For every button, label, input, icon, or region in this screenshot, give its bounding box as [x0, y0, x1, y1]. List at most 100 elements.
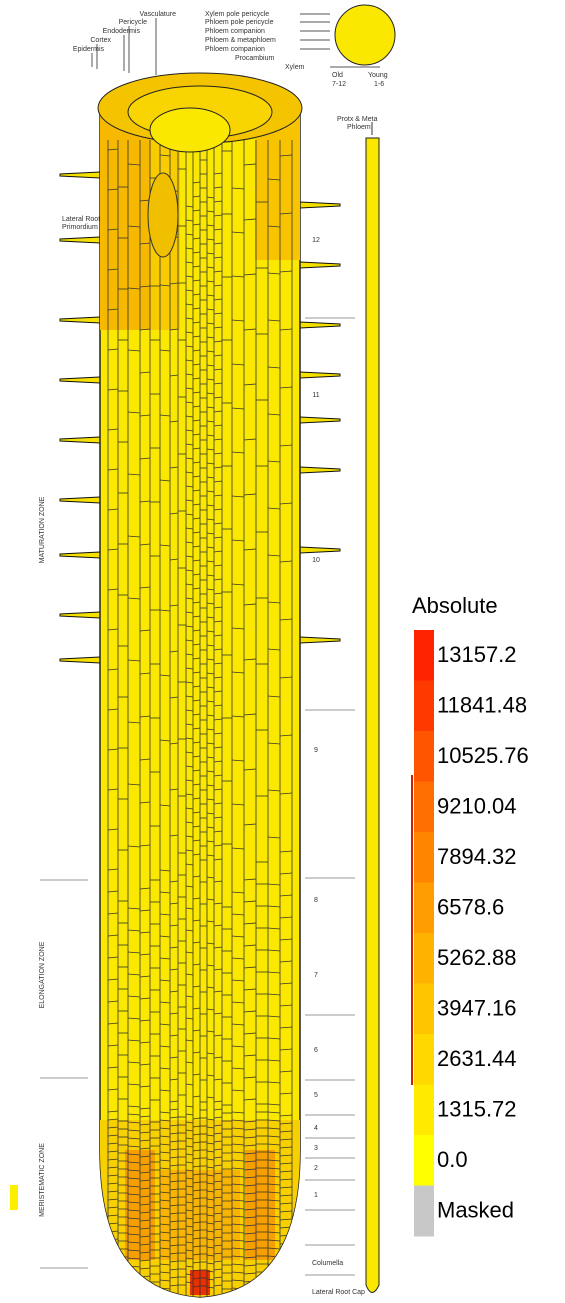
label: Phloem & metaphloem [205, 37, 276, 44]
cell-wall [280, 1275, 292, 1276]
label: Cortex [90, 37, 111, 44]
cell-wall [108, 1247, 118, 1248]
phloem-strip [366, 138, 379, 1293]
root-hair [300, 637, 340, 643]
root-hair [60, 377, 100, 383]
legend-label: 0.0 [437, 1147, 468, 1172]
legend: Absolute 13157.2 11841.48 10525.76 9210.04 78… [412, 593, 529, 1237]
root-diagram: VasculaturePericycleEndodermisCortexEpid… [0, 0, 565, 1303]
label: 7 [314, 972, 318, 979]
efp-view: VasculaturePericycleEndodermisCortexEpid… [0, 0, 565, 1303]
cell-wall [108, 1271, 118, 1272]
cell-wall [268, 1272, 280, 1273]
label: 5 [314, 1092, 318, 1099]
legend-swatch [414, 933, 434, 984]
cell-wall [128, 1282, 140, 1283]
cell-wall [280, 1283, 292, 1284]
label: Phloem pole pericycle [205, 19, 274, 26]
legend-title: Absolute [412, 593, 498, 618]
label: ELONGATION ZONE [39, 941, 46, 1008]
label: MERISTEMATIC ZONE [39, 1143, 46, 1217]
label: Endodermis [103, 28, 141, 35]
root-hair [300, 322, 340, 328]
root-hair [60, 172, 100, 178]
label: 4 [314, 1125, 318, 1132]
label: 12 [312, 237, 320, 244]
label: Phloem companion [205, 28, 265, 35]
label: 1-6 [374, 81, 384, 88]
legend-swatch [414, 832, 434, 883]
root-hair [60, 657, 100, 663]
label: Epidermis [73, 46, 105, 53]
cell-wall [108, 1255, 118, 1256]
stele-cross-section [335, 5, 395, 65]
cell-wall [108, 1263, 118, 1264]
label: Young [368, 72, 388, 79]
label: MATURATION ZONE [39, 496, 46, 563]
root-hair [60, 437, 100, 443]
label: 10 [312, 557, 320, 564]
cell-wall [280, 1267, 292, 1268]
label: Procambium [235, 55, 274, 62]
label: 2 [314, 1165, 318, 1172]
root-hair [60, 237, 100, 243]
label: 6 [314, 1047, 318, 1054]
cell-wall [108, 1279, 118, 1280]
label: Primordium [62, 224, 98, 231]
legend-swatch [414, 984, 434, 1035]
cell-wall [108, 1287, 118, 1288]
root-hair [300, 547, 340, 553]
root-hair [300, 202, 340, 208]
lateral-root-primordium [148, 173, 178, 257]
label: Xylem [285, 64, 305, 71]
cell-wall [268, 1288, 280, 1289]
legend-swatch [414, 883, 434, 934]
legend-swatch [414, 1186, 434, 1237]
cell-wall [128, 1274, 140, 1275]
legend-swatch [414, 782, 434, 833]
legend-label: 2631.44 [437, 1046, 517, 1071]
legend-swatch [414, 681, 434, 732]
legend-label: 5262.88 [437, 945, 517, 970]
label: 1 [314, 1192, 318, 1199]
label: 3 [314, 1145, 318, 1152]
legend-swatch [414, 1135, 434, 1186]
legend-swatch [414, 1085, 434, 1136]
label: Phloem [347, 124, 371, 131]
root-hair [60, 497, 100, 503]
legend-label: Masked [437, 1197, 514, 1222]
legend-swatch [414, 1034, 434, 1085]
label: Old [332, 72, 343, 79]
cell-wall [140, 1284, 150, 1285]
cell-wall [280, 1259, 292, 1260]
root-hair [60, 552, 100, 558]
label: 11 [312, 392, 319, 399]
legend-label: 3947.16 [437, 995, 517, 1020]
legend-label: 13157.2 [437, 642, 517, 667]
legend-label: 6578.6 [437, 894, 504, 919]
label: Phloem companion [205, 46, 265, 53]
label: Protx & Meta [337, 116, 378, 123]
legend-label: 11841.48 [437, 692, 527, 717]
legend-swatch [414, 630, 434, 681]
marker [10, 1185, 18, 1210]
legend-label: 10525.76 [437, 743, 529, 768]
label: 8 [314, 897, 318, 904]
root-hair [60, 317, 100, 323]
cell-wall [280, 1251, 292, 1252]
label: Columella [312, 1260, 343, 1267]
label: Lateral Root Cap [312, 1289, 365, 1296]
legend-swatch [414, 731, 434, 782]
legend-label: 9210.04 [437, 793, 517, 818]
root-hair [300, 417, 340, 423]
root-hair [300, 467, 340, 473]
root-hair [60, 612, 100, 618]
root-hair [300, 372, 340, 378]
cell-wall [268, 1280, 280, 1281]
cross-section-stele [150, 108, 230, 152]
label: Lateral Root [62, 216, 100, 223]
label: 9 [314, 747, 318, 754]
legend-label: 7894.32 [437, 844, 517, 869]
root-hair [300, 262, 340, 268]
label: Xylem pole pericycle [205, 11, 269, 18]
